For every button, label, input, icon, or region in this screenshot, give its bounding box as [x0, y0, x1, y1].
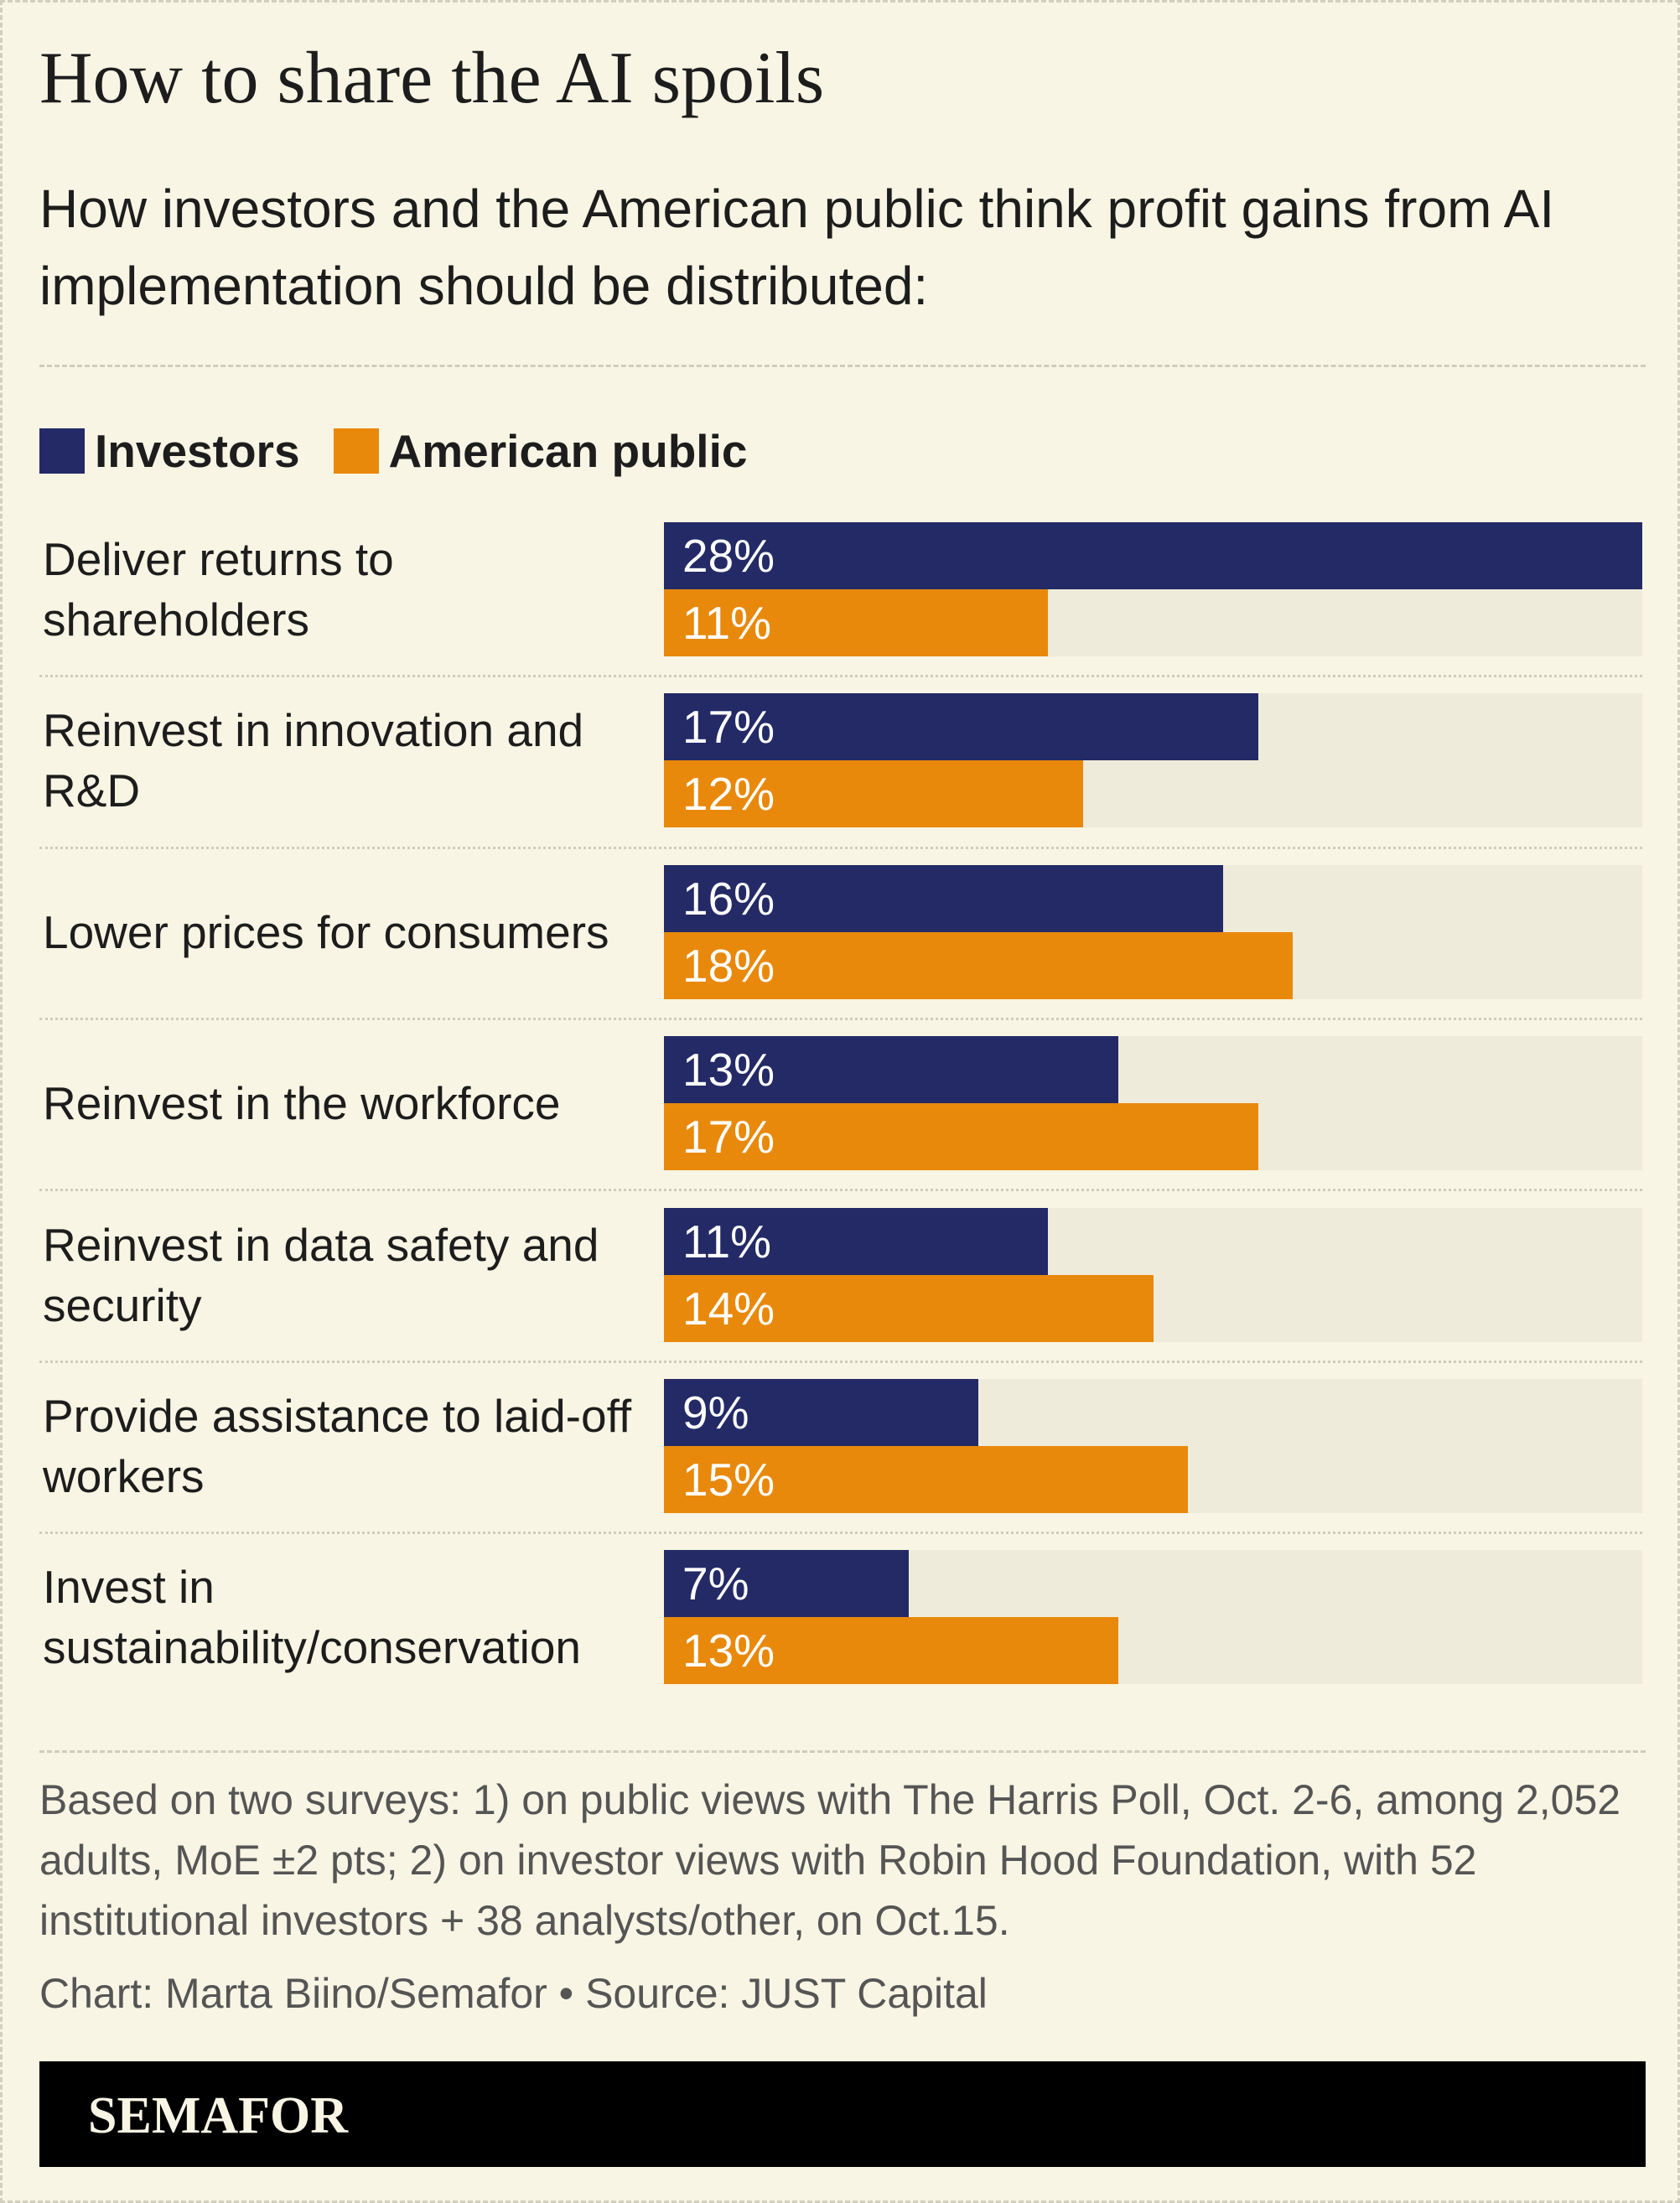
data-label: 28% — [682, 530, 775, 582]
row-separator — [39, 675, 1642, 678]
row-separator — [39, 1360, 1642, 1363]
category-label: Reinvest in innovation and R&D — [43, 704, 584, 817]
divider — [39, 365, 1646, 367]
bar: 18% — [664, 931, 1294, 999]
data-label: 13% — [682, 1625, 775, 1677]
data-label: 16% — [682, 872, 775, 925]
bar-track: 7% 13% — [664, 1550, 1642, 1685]
note: Based on two surveys: 1) on public views… — [39, 1776, 1621, 1944]
chart-title: How to share the AI spoils — [39, 38, 825, 119]
logo: SEMAFOR — [88, 2087, 348, 2144]
data-label: 17% — [682, 1111, 775, 1164]
bar: 15% — [664, 1446, 1189, 1513]
legend-item: Investors — [39, 424, 300, 478]
category-label: Lower prices for consumers — [43, 905, 609, 958]
data-label: 15% — [682, 1454, 775, 1506]
bar-track: 9% 15% — [664, 1379, 1642, 1513]
data-label: 13% — [682, 1044, 775, 1096]
data-label: 12% — [682, 768, 775, 821]
category-label: Deliver returns to shareholders — [43, 533, 394, 645]
bar: 9% — [664, 1379, 979, 1446]
footer: SEMAFOR — [39, 2061, 1646, 2167]
row-separator — [39, 1532, 1642, 1535]
bar-track: 28% 11% — [664, 522, 1642, 656]
bar: 28% — [664, 522, 1642, 589]
category-label: Reinvest in the workforce — [43, 1077, 561, 1130]
data-label: 17% — [682, 701, 775, 754]
row-separator — [39, 1189, 1642, 1192]
data-label: 7% — [682, 1558, 749, 1610]
bar-track: 11% 14% — [664, 1207, 1642, 1342]
legend-label: Investors — [95, 425, 300, 477]
bar: 7% — [664, 1550, 909, 1618]
legend-swatch — [39, 428, 85, 474]
bar: 11% — [664, 589, 1049, 656]
data-label: 11% — [682, 1215, 771, 1267]
legend-label: American public — [388, 425, 748, 477]
chart-subtitle: How investors and the American public th… — [39, 179, 1555, 316]
bar: 14% — [664, 1274, 1154, 1342]
bar: 16% — [664, 864, 1223, 932]
legend-swatch — [333, 428, 379, 474]
bar: 13% — [664, 1036, 1118, 1104]
bar-track: 13% 17% — [664, 1036, 1642, 1171]
bar: 13% — [664, 1617, 1118, 1685]
bar: 12% — [664, 760, 1084, 828]
category-label: Reinvest in data safety and security — [43, 1218, 599, 1331]
bar: 17% — [664, 693, 1258, 761]
category-label: Invest in sustainability/conservation — [43, 1561, 582, 1674]
data-label: 11% — [682, 597, 771, 649]
data-label: 9% — [682, 1387, 749, 1438]
divider — [39, 1750, 1646, 1753]
legend-item: American public — [333, 424, 748, 478]
bar-track: 17% 12% — [664, 693, 1642, 828]
credit: Chart: Marta Biino/Semafor • Source: JUS… — [39, 1970, 988, 2017]
data-label: 14% — [682, 1282, 775, 1335]
category-label: Provide assistance to laid-off workers — [43, 1390, 632, 1502]
bar: 17% — [664, 1103, 1258, 1171]
bar: 11% — [664, 1207, 1049, 1275]
bar-track: 16% 18% — [664, 864, 1642, 999]
row-separator — [39, 1018, 1642, 1020]
row-separator — [39, 846, 1642, 849]
data-label: 18% — [682, 939, 775, 992]
